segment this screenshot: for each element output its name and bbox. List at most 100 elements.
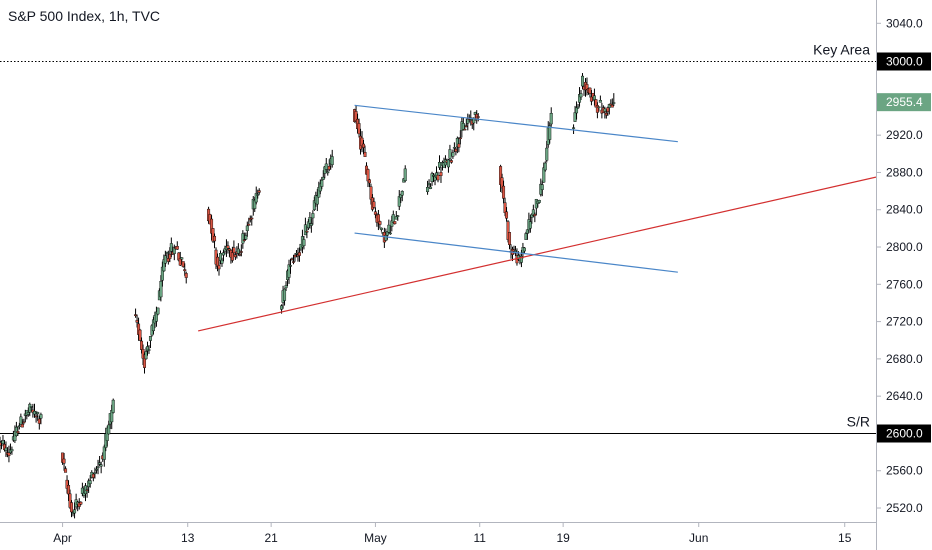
candle-body [576,106,580,109]
candle-body [111,399,115,413]
candle-body [221,252,225,256]
candle-body [533,214,537,217]
x-tick-label: 11 [473,531,486,545]
candle-body [427,183,431,185]
candle-body [598,100,602,103]
candle-body [449,160,453,163]
candle-body [4,447,8,451]
plot-layer [0,61,876,519]
candle-body [73,509,77,514]
x-tick-label: May [364,531,387,545]
candle-body [67,485,71,495]
candle-body [19,416,23,426]
candle-body [581,75,585,87]
candle-body [426,187,430,192]
candle-body [502,185,506,199]
candle-body [256,194,260,196]
trendline [198,176,876,332]
candle-body [452,147,456,149]
level-price-label: 2600.0 [886,427,923,441]
candle-body [159,280,163,298]
candle-body [230,252,234,261]
candle-body [28,403,32,413]
candle-body [403,168,407,182]
candle-body [592,95,596,101]
candle-body [320,180,324,187]
candle-body [396,215,400,217]
candle-body [458,137,462,140]
candle-body [311,213,315,219]
candle-body [454,148,458,152]
candle-body [448,149,452,159]
candle-body [168,253,172,259]
candle-body [156,307,160,315]
candle-body [573,112,577,122]
x-tick-label: 13 [181,531,195,545]
candle-body [20,424,24,428]
candle-body [525,229,529,234]
candle-body [94,469,98,471]
candle-body [102,446,106,460]
candle-body [88,480,92,484]
candle-body [589,96,593,102]
candle-body [610,104,614,108]
candle-body [321,176,325,180]
y-tick-label: 2880.0 [886,165,923,179]
candle-body [289,265,293,267]
candle-body [393,221,397,225]
candle-body [257,190,261,193]
y-tick-label: 2680.0 [886,352,923,366]
x-tick-label: 19 [556,531,570,545]
level-price-label: 3000.0 [886,55,923,69]
y-tick-label: 2920.0 [886,128,923,142]
candle-body [26,412,30,415]
candle-body [247,223,251,226]
candle-body [305,230,309,233]
candles [0,73,616,519]
candle-body [461,123,465,130]
candle-body [147,349,151,351]
candle-body [244,235,248,240]
chart-title: S&P 500 Index, 1h, TVC [8,8,161,24]
candle-body [29,406,33,408]
candle-body [378,221,382,225]
candle-body [16,431,20,434]
candle-body [357,123,361,135]
candle-body [99,464,103,467]
candle-body [165,251,169,254]
candle-body [148,336,152,341]
candle-body [213,235,217,242]
level-price-box [877,52,931,71]
candle-body [236,248,240,254]
candle-body [505,211,509,219]
candle-body [169,243,173,252]
candle-body [327,166,331,170]
trendline [354,232,678,273]
y-tick-label: 2720.0 [886,315,923,329]
candle-body [612,102,616,104]
candle-body [39,414,43,419]
candle-body [178,258,182,266]
candle-body [606,107,610,112]
candle-body [291,261,295,263]
candle-body [373,211,377,215]
candle-body [232,247,236,254]
candle-body [283,288,287,301]
candle-body [294,253,298,255]
candle-body [549,112,553,125]
candle-body [216,256,220,267]
candle-body [508,232,512,245]
candle-body [64,468,68,473]
candle-body [220,259,224,264]
candle-body [387,224,391,233]
candle-body [250,217,254,220]
candle-body [429,186,433,189]
candle-body [391,214,395,223]
candle-body [80,487,84,494]
candle-body [464,125,468,128]
candle-body [548,125,552,140]
candle-body [245,225,249,231]
candle-body [280,305,284,310]
candle-body [369,186,373,200]
